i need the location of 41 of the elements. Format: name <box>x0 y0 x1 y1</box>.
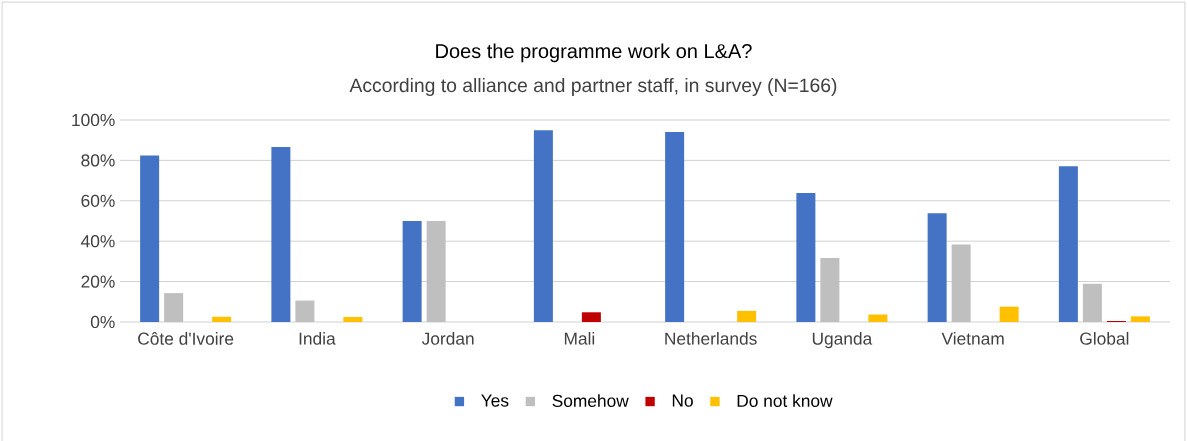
chart-subtitle: According to alliance and partner staff, in survey (N=166) <box>349 77 837 96</box>
y-tick-label: 40% <box>81 235 115 248</box>
x-tick-label: Jordan <box>421 332 474 345</box>
bar <box>271 147 291 322</box>
y-tick-label: 20% <box>81 275 115 288</box>
bar <box>951 244 971 322</box>
y-tick-label: 100% <box>72 113 115 127</box>
x-tick-label: Uganda <box>812 332 873 349</box>
x-tick-label: Netherlands <box>665 332 757 345</box>
bar <box>533 130 553 322</box>
bar <box>426 220 446 322</box>
bar <box>140 155 160 322</box>
bar <box>295 300 315 322</box>
bar <box>164 293 184 322</box>
bar <box>1082 283 1102 322</box>
legend-label: Do not know <box>737 394 833 407</box>
bar <box>1130 316 1150 322</box>
bar <box>212 316 232 322</box>
bar <box>999 306 1019 322</box>
bar <box>820 257 840 322</box>
legend-label: No <box>672 394 693 407</box>
bar <box>402 220 422 322</box>
y-tick-label: 0% <box>90 315 115 329</box>
x-tick-label: Mali <box>564 332 595 345</box>
bar <box>1058 166 1078 322</box>
y-tick-label: 60% <box>81 194 115 207</box>
bar <box>927 213 947 322</box>
bar <box>665 132 685 322</box>
x-tick-label: Côte d'Ivoire <box>138 332 234 345</box>
y-tick-label: 80% <box>81 154 115 167</box>
legend-label: Yes <box>481 394 509 407</box>
x-tick-label: Global <box>1080 332 1129 345</box>
bar <box>868 314 888 322</box>
legend-label: Somehow <box>552 394 629 407</box>
x-tick-label: Vietnam <box>941 332 1004 345</box>
bar <box>581 312 601 322</box>
x-tick-label: India <box>299 332 336 345</box>
bar <box>343 316 363 322</box>
bar <box>737 310 757 322</box>
chart-title: Does the programme work on L&A? <box>436 43 752 63</box>
bar <box>796 193 816 322</box>
